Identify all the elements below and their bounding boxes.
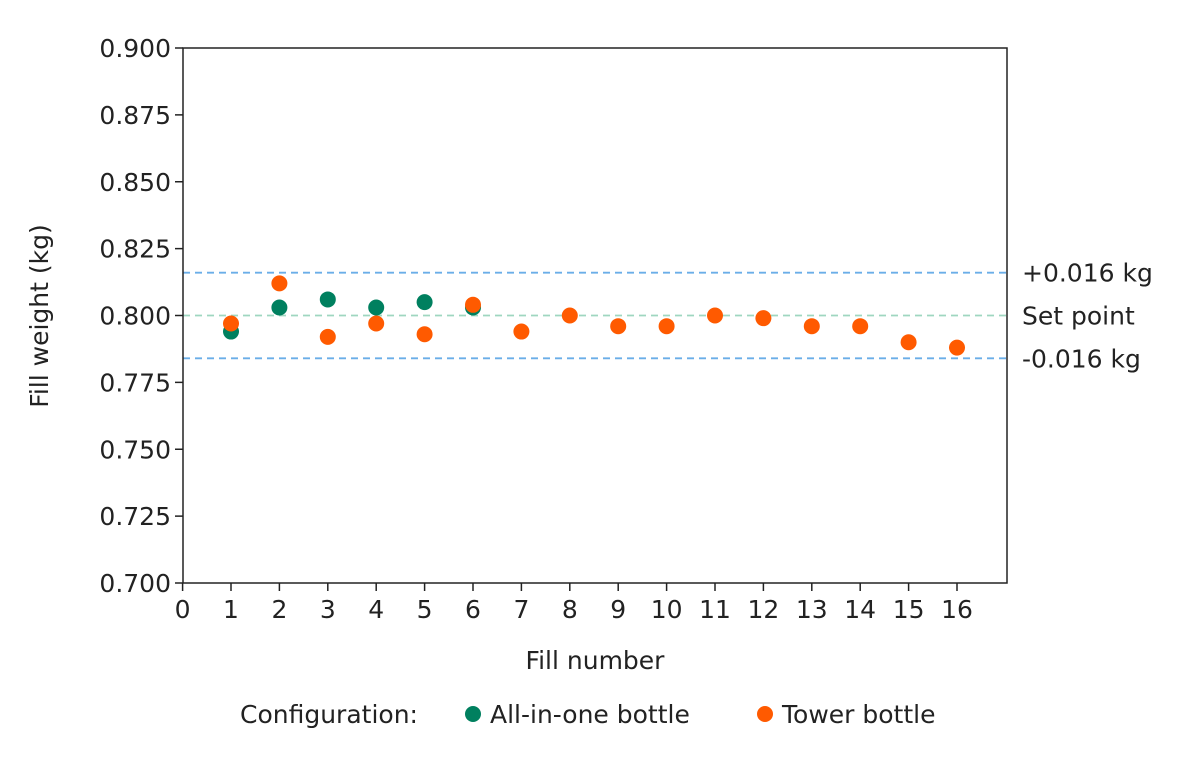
legend-marker-tower bbox=[757, 706, 773, 722]
x-tick-label: 14 bbox=[844, 595, 876, 624]
data-point bbox=[319, 328, 336, 345]
data-point bbox=[319, 291, 336, 308]
reference-line-label: -0.016 kg bbox=[1022, 344, 1141, 373]
reference-line-label: +0.016 kg bbox=[1022, 259, 1153, 288]
x-tick-label: 1 bbox=[223, 595, 239, 624]
y-tick-label: 0.725 bbox=[99, 502, 171, 531]
data-point bbox=[368, 299, 385, 316]
data-point bbox=[416, 294, 433, 311]
x-tick-label: 6 bbox=[465, 595, 481, 624]
data-point bbox=[271, 299, 288, 316]
data-point bbox=[271, 275, 288, 292]
data-point bbox=[900, 334, 917, 351]
x-tick-label: 2 bbox=[271, 595, 287, 624]
x-tick-label: 7 bbox=[513, 595, 529, 624]
x-tick-label: 15 bbox=[893, 595, 925, 624]
data-point bbox=[949, 339, 965, 356]
legend: Configuration: All-in-one bottle Tower b… bbox=[240, 700, 935, 729]
data-point bbox=[803, 318, 820, 335]
legend-label-all-in-one: All-in-one bottle bbox=[490, 700, 690, 729]
x-tick-label: 13 bbox=[796, 595, 828, 624]
y-tick-label: 0.850 bbox=[99, 168, 171, 197]
data-point bbox=[658, 318, 675, 335]
x-tick-label: 11 bbox=[699, 595, 731, 624]
legend-label-tower: Tower bottle bbox=[781, 700, 935, 729]
x-tick-label: 16 bbox=[941, 595, 973, 624]
x-tick-label: 0 bbox=[175, 595, 191, 624]
x-tick-label: 8 bbox=[562, 595, 578, 624]
data-point bbox=[755, 310, 772, 327]
legend-title: Configuration: bbox=[240, 700, 418, 729]
data-point bbox=[610, 318, 627, 335]
y-tick-label: 0.875 bbox=[99, 101, 171, 130]
x-tick-label: 4 bbox=[368, 595, 384, 624]
data-point bbox=[852, 318, 869, 335]
x-tick-label: 5 bbox=[417, 595, 433, 624]
data-point bbox=[465, 296, 481, 313]
data-point bbox=[513, 323, 530, 340]
data-point bbox=[223, 315, 239, 332]
y-axis-label: Fill weight (kg) bbox=[25, 224, 54, 407]
x-axis-label: Fill number bbox=[526, 646, 666, 675]
x-tick-label: 3 bbox=[320, 595, 336, 624]
x-tick-label: 10 bbox=[651, 595, 683, 624]
data-point bbox=[561, 307, 578, 324]
y-tick-label: 0.900 bbox=[99, 34, 171, 63]
y-tick-label: 0.775 bbox=[99, 368, 171, 397]
y-tick-label: 0.750 bbox=[99, 435, 171, 464]
reference-line-label: Set point bbox=[1022, 302, 1135, 331]
x-tick-label: 9 bbox=[610, 595, 626, 624]
y-tick-label: 0.800 bbox=[99, 302, 171, 331]
data-point bbox=[368, 315, 385, 332]
data-point bbox=[416, 326, 433, 343]
y-tick-label: 0.700 bbox=[99, 569, 171, 598]
legend-marker-all-in-one bbox=[465, 706, 481, 722]
x-tick-label: 12 bbox=[747, 595, 779, 624]
y-tick-label: 0.825 bbox=[99, 235, 171, 264]
data-point bbox=[707, 307, 723, 324]
